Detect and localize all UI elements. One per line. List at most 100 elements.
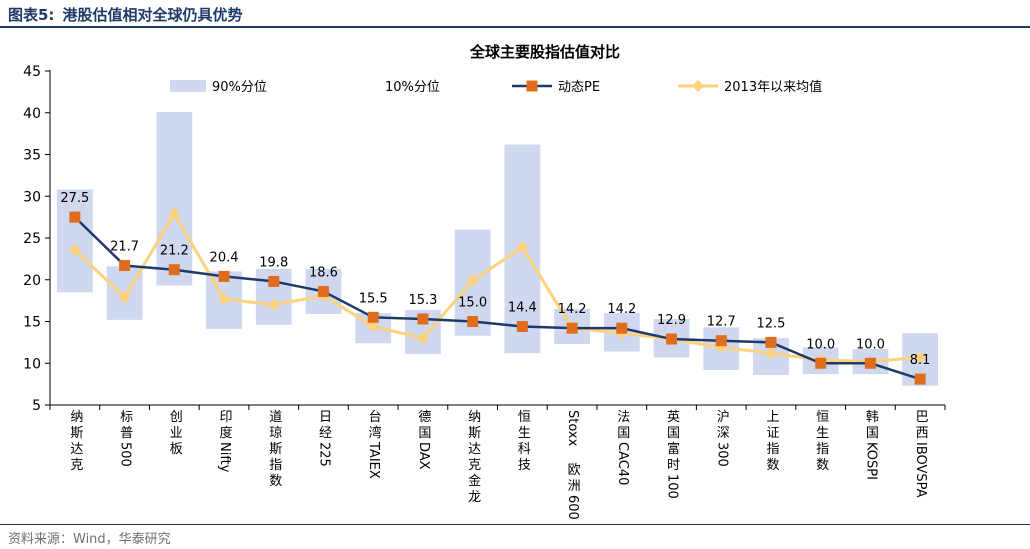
- pe-line: [73, 216, 921, 381]
- category-label-text: Nifty: [217, 442, 232, 473]
- data-label: 14.4: [508, 301, 537, 316]
- category-label-glyph: 台: [369, 410, 382, 425]
- category-label-glyph: 生: [518, 426, 531, 441]
- category-label-glyph: 标: [120, 410, 133, 425]
- data-label: 21.7: [110, 240, 139, 255]
- category-label-text: KOSPI: [863, 442, 878, 480]
- legend-marker-avg: [692, 80, 704, 92]
- category-label-glyph: 数: [269, 474, 282, 489]
- figure-header: 图表5: 港股估值相对全球仍具优势: [8, 4, 242, 25]
- pe-point: [815, 357, 827, 369]
- avg-point: [764, 347, 777, 360]
- pe-point: [715, 335, 727, 347]
- category-label-text: CAC40: [615, 442, 630, 485]
- category-label-glyph: 时: [667, 458, 680, 473]
- band-0: [56, 189, 93, 293]
- y-tick-label: 10: [23, 356, 41, 372]
- data-label: 10.0: [806, 337, 835, 352]
- pe-point: [616, 322, 628, 334]
- category-label-glyph: 德: [418, 410, 431, 425]
- avg-point: [168, 207, 181, 220]
- data-label: 15.0: [458, 296, 487, 311]
- y-tick-label: 35: [23, 148, 41, 164]
- category-label-glyph: 巴: [916, 410, 929, 425]
- y-tick-label: 45: [23, 64, 41, 80]
- y-tick-label: 40: [23, 106, 41, 122]
- pe-point: [367, 311, 379, 323]
- avg-point: [267, 298, 280, 311]
- category-label-glyph: 板: [170, 442, 183, 457]
- category-label-glyph: 经: [319, 426, 332, 441]
- category-label-glyph: 克: [468, 458, 481, 473]
- y-tick-label: 25: [23, 231, 41, 247]
- category-label-glyph: 国: [418, 426, 431, 441]
- category-label-glyph: 上: [766, 410, 779, 425]
- data-label: 18.6: [309, 265, 338, 280]
- category-label-glyph: 科: [518, 442, 531, 457]
- avg-point: [466, 274, 479, 287]
- category-label-glyph: 达: [468, 442, 481, 457]
- category-label-glyph: 富: [667, 441, 680, 457]
- avg-point: [416, 332, 429, 345]
- pe-point: [168, 264, 180, 276]
- band-2: [156, 111, 193, 286]
- series-lines: [68, 207, 927, 385]
- category-label-glyph: 龙: [468, 490, 481, 505]
- source-note: 资料来源：Wind，华泰研究: [8, 532, 171, 547]
- category-label-glyph: 国: [667, 426, 680, 441]
- chart-title: 全球主要股指估值对比: [469, 43, 620, 61]
- category-label-glyph: 沪: [717, 409, 730, 425]
- category-label-text: IBOVSPA: [913, 442, 928, 498]
- category-label-text: DAX: [416, 442, 431, 470]
- category-label-text: TAIEX: [366, 441, 381, 479]
- category-label-glyph: 欧: [568, 463, 581, 478]
- legend-label-pe: 动态PE: [558, 80, 600, 95]
- axes: 51015202530354045纳斯达克标普500创业板印度Nifty道琼斯指…: [23, 64, 946, 520]
- data-label: 15.5: [359, 291, 388, 306]
- avg-point: [516, 241, 529, 254]
- category-label-glyph: 国: [617, 426, 630, 441]
- pe-point: [69, 211, 81, 223]
- legend: 90%分位 10%分位 动态PE 2013年以来均值: [170, 79, 822, 95]
- data-label: 12.5: [756, 316, 785, 331]
- category-label-glyph: 纳: [468, 410, 481, 425]
- category-label-glyph: 度: [220, 425, 233, 441]
- legend-marker-pe: [526, 80, 538, 92]
- pe-comparison-chart: 全球主要股指估值对比 51015202530354045纳斯达克标普500创业板…: [23, 43, 946, 520]
- legend-swatch-p90: [170, 80, 206, 92]
- avg-point: [118, 291, 131, 304]
- avg-point: [218, 292, 231, 305]
- category-label-glyph: 金: [468, 473, 481, 489]
- category-label-glyph: 国: [866, 426, 879, 441]
- legend-label-p10: 10%分位: [385, 80, 440, 95]
- data-label: 19.8: [259, 255, 288, 270]
- figure-title: 港股估值相对全球仍具优势: [62, 6, 243, 24]
- pe-point: [765, 336, 777, 348]
- category-label-glyph: 琼: [269, 426, 282, 441]
- category-label-text: 600: [565, 495, 580, 520]
- data-label: 10.0: [856, 337, 885, 352]
- y-tick-label: 20: [23, 273, 41, 289]
- category-label-text: 100: [665, 474, 680, 499]
- category-label-text: 500: [118, 442, 133, 467]
- category-label-text: 300: [714, 442, 729, 467]
- data-label: 8.1: [910, 353, 931, 368]
- category-label-glyph: 克: [70, 458, 83, 473]
- y-tick-label: 30: [23, 189, 41, 205]
- category-label-glyph: 斯: [269, 442, 282, 457]
